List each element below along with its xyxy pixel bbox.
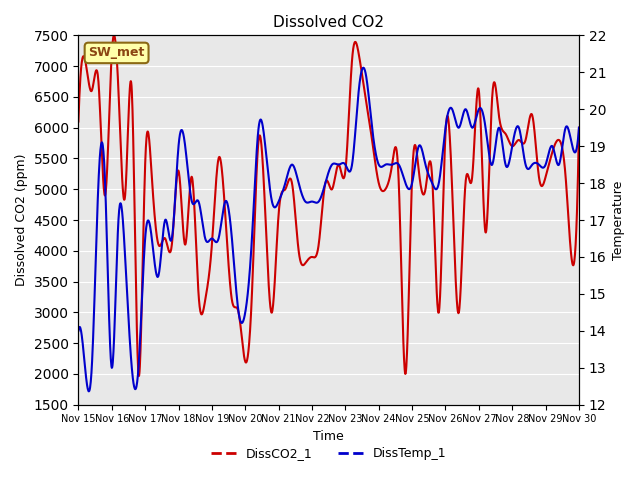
DissCO2_1 (307, 254, 315, 260)
DissCO2_1 (134, 360, 141, 365)
DissCO2_1 (298, 262, 306, 267)
DissTemp_1 (575, 125, 583, 131)
Y-axis label: Dissolved CO2 (ppm): Dissolved CO2 (ppm) (15, 154, 28, 286)
Text: SW_met: SW_met (88, 47, 145, 60)
DissTemp_1 (360, 65, 367, 71)
Legend: DissCO2_1, DissTemp_1: DissCO2_1, DissTemp_1 (206, 442, 451, 465)
Y-axis label: Temperature: Temperature (612, 180, 625, 260)
DissCO2_1 (75, 119, 83, 124)
Line: DissCO2_1: DissCO2_1 (79, 36, 579, 376)
DissCO2_1 (575, 125, 583, 131)
DissCO2_1 (114, 67, 122, 73)
DissCO2_1 (135, 373, 143, 379)
DissCO2_1 (110, 33, 118, 38)
DissCO2_1 (360, 84, 368, 90)
DissTemp_1 (75, 328, 83, 334)
DissCO2_1 (287, 178, 295, 184)
DissTemp_1 (134, 373, 141, 379)
DissTemp_1 (307, 199, 314, 204)
X-axis label: Time: Time (314, 430, 344, 443)
DissTemp_1 (298, 190, 305, 196)
DissTemp_1 (85, 388, 93, 394)
DissTemp_1 (114, 239, 122, 244)
Line: DissTemp_1: DissTemp_1 (79, 68, 579, 391)
DissTemp_1 (360, 65, 368, 71)
DissTemp_1 (287, 162, 295, 168)
Title: Dissolved CO2: Dissolved CO2 (273, 15, 384, 30)
